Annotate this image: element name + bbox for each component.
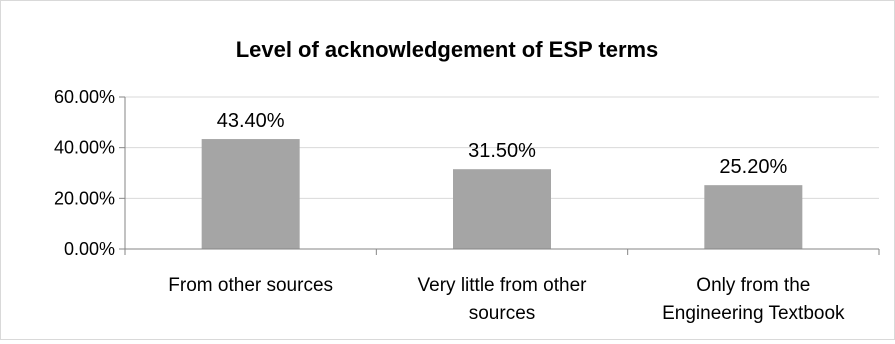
x-tick-label: From other sources <box>168 275 333 296</box>
x-tick-label: sources <box>469 303 536 324</box>
bars: 43.40% 31.50% 25.20% <box>201 110 803 249</box>
y-tick-label: 20.00% <box>54 188 115 208</box>
bar <box>201 139 300 249</box>
y-tick-label: 40.00% <box>54 138 115 158</box>
y-tick-label: 0.00% <box>64 239 115 259</box>
data-label: 25.20% <box>719 156 787 178</box>
y-axis: 0.00% 20.00% 40.00% 60.00% <box>54 87 126 259</box>
bar <box>704 185 803 249</box>
x-tick-label: Only from the <box>696 275 810 296</box>
x-tick-label: Very little from other <box>418 275 588 296</box>
chart-title: Level of acknowledgement of ESP terms <box>236 37 659 62</box>
bar <box>453 169 551 249</box>
data-label: 43.40% <box>217 110 285 132</box>
data-label: 31.50% <box>468 140 536 162</box>
x-tick-label: Engineering Textbook <box>662 303 845 324</box>
x-axis: From other sources Very little from other… <box>124 248 880 324</box>
y-tick-label: 60.00% <box>54 87 115 107</box>
